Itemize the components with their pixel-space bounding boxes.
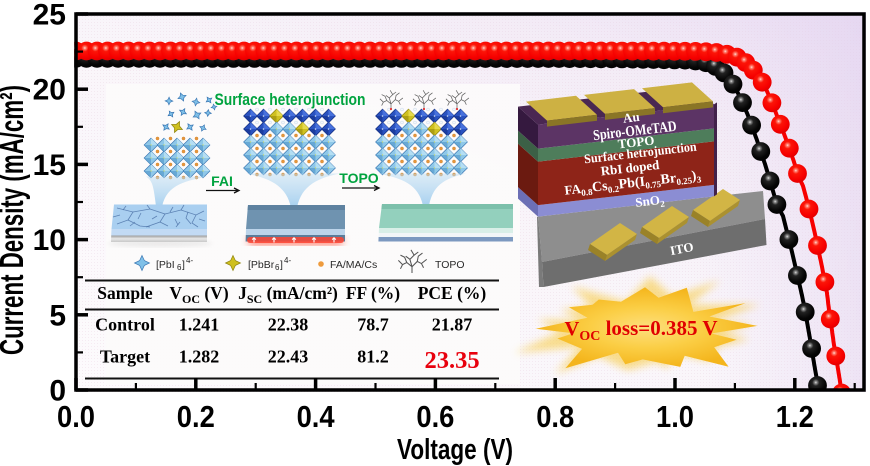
svg-text:0.2: 0.2 [177,400,215,434]
svg-text:VOC loss=0.385 V: VOC loss=0.385 V [565,316,718,344]
svg-text:22.38: 22.38 [268,315,309,335]
svg-text:FF (%): FF (%) [346,283,400,303]
svg-text:Target: Target [100,347,150,367]
svg-text:SnO2: SnO2 [635,192,666,212]
svg-text:10: 10 [33,224,66,257]
svg-text:6: 6 [177,263,182,272]
svg-text:JSC (mA/cm²): JSC (mA/cm²) [238,283,338,306]
svg-text:1.282: 1.282 [179,347,220,367]
svg-text:5: 5 [49,299,66,332]
svg-text:FA/MA/Cs: FA/MA/Cs [330,259,377,271]
svg-text:Voltage (V): Voltage (V) [397,434,513,466]
svg-text:Au: Au [622,109,640,126]
svg-text:Control: Control [95,315,155,335]
svg-text:0.0: 0.0 [57,400,95,434]
svg-text:1.241: 1.241 [179,315,220,335]
svg-text:TOPO: TOPO [339,170,379,186]
svg-text:TOPO: TOPO [435,259,465,271]
svg-text:23.35: 23.35 [424,347,479,374]
svg-text:PCE (%): PCE (%) [418,283,487,303]
svg-text:25: 25 [33,0,66,32]
svg-text:VOC (V): VOC (V) [169,283,228,306]
svg-text:1.0: 1.0 [656,400,694,434]
svg-text:4-: 4- [186,256,193,265]
svg-text:TOPO: TOPO [617,132,655,151]
svg-text:Surface heterojunction: Surface heterojunction [215,91,366,109]
svg-text:0.4: 0.4 [297,400,335,434]
svg-text:4-: 4- [284,256,291,265]
svg-text:]: ] [182,259,185,271]
svg-text:Current Density (mA/cm²): Current Density (mA/cm²) [0,85,30,355]
svg-text:[PbBr: [PbBr [248,259,275,271]
svg-text:]: ] [280,259,283,271]
svg-text:21.87: 21.87 [432,315,473,335]
svg-text:20: 20 [33,74,66,107]
svg-text:0.8: 0.8 [536,400,574,434]
svg-text:Sample: Sample [97,283,153,303]
svg-text:6: 6 [275,263,280,272]
svg-text:ITO: ITO [669,239,695,258]
svg-text:[PbI: [PbI [156,259,175,271]
svg-text:22.43: 22.43 [268,347,309,367]
svg-text:78.7: 78.7 [357,315,389,335]
svg-text:1.2: 1.2 [776,400,814,434]
svg-text:15: 15 [33,149,66,182]
svg-text:FAI: FAI [211,173,233,189]
svg-text:81.2: 81.2 [357,347,389,367]
svg-text:0: 0 [49,375,66,408]
svg-text:RbI doped: RbI doped [600,157,661,179]
svg-text:0.6: 0.6 [416,400,454,434]
